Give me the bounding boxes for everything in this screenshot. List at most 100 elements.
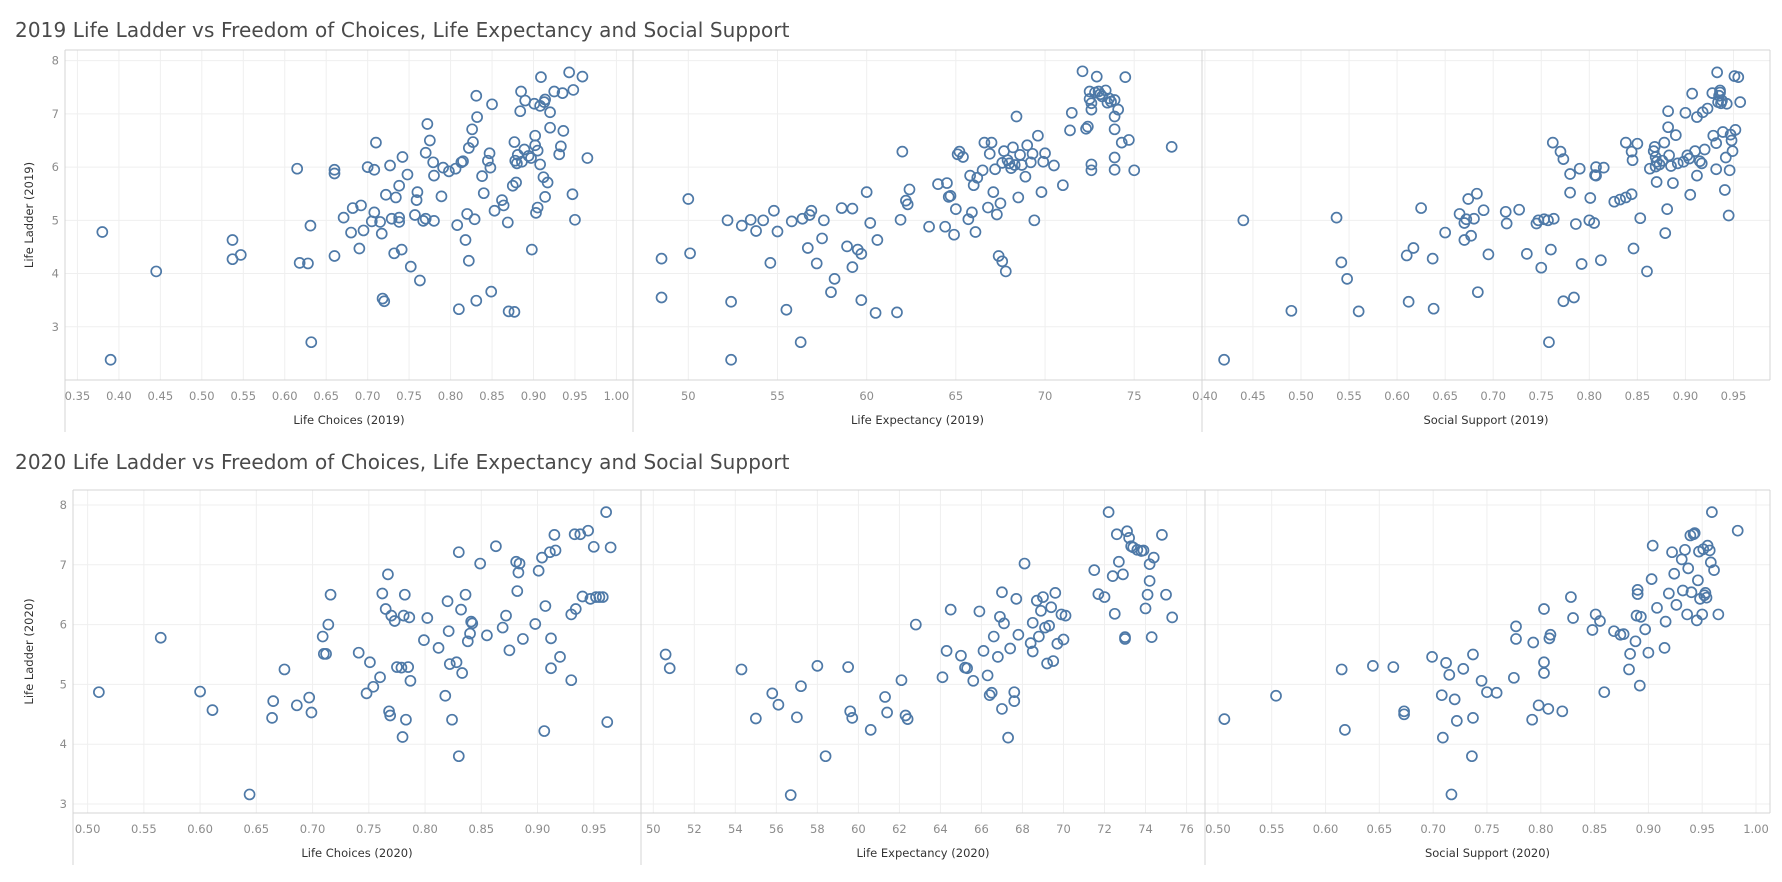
data-point	[1538, 656, 1550, 669]
data-point	[154, 631, 167, 644]
data-point	[1024, 637, 1037, 649]
x-tick-label: 62	[892, 822, 907, 836]
data-point	[1448, 693, 1461, 706]
data-point	[1435, 689, 1448, 702]
data-point	[1513, 203, 1526, 216]
data-point	[1026, 616, 1039, 629]
x-tick-label: 55	[770, 389, 785, 403]
data-point	[1542, 703, 1555, 715]
data-point	[528, 97, 541, 110]
data-point	[1663, 149, 1675, 162]
data-point	[985, 136, 998, 149]
data-point	[772, 698, 785, 711]
x-tick-label: 52	[687, 822, 702, 836]
data-point	[1588, 217, 1600, 229]
data-point	[1662, 121, 1674, 134]
data-point	[530, 207, 542, 219]
data-point	[1030, 594, 1043, 607]
data-point	[1703, 544, 1716, 557]
data-point	[529, 129, 542, 142]
data-point	[1565, 591, 1577, 603]
x-tick-label: 65	[949, 389, 964, 403]
x-tick-label: 60	[851, 822, 866, 836]
x-tick-label: 0.75	[356, 822, 382, 836]
data-point	[93, 686, 105, 699]
data-point	[1008, 695, 1021, 707]
y-tick-label: 5	[60, 677, 67, 691]
data-point	[512, 566, 525, 579]
data-point	[1335, 663, 1348, 676]
data-point	[1402, 295, 1415, 308]
data-point	[1098, 591, 1111, 603]
data-point	[1662, 587, 1675, 600]
data-point	[370, 136, 382, 149]
x-tick-label: 0.90	[1673, 389, 1699, 403]
data-point	[303, 691, 316, 704]
data-point	[1012, 628, 1025, 641]
data-point	[978, 136, 991, 149]
data-point	[1143, 575, 1156, 587]
data-point	[1645, 573, 1658, 585]
data-point	[764, 257, 777, 269]
point-series	[96, 66, 594, 366]
data-point	[302, 257, 314, 270]
data-point	[1734, 96, 1747, 109]
data-point	[1475, 674, 1488, 687]
data-point	[396, 151, 409, 163]
data-point	[983, 689, 996, 702]
data-point	[375, 227, 388, 240]
x-tick-label: 0.45	[148, 389, 174, 403]
data-point	[1568, 291, 1580, 304]
data-point	[871, 234, 884, 246]
data-point	[1237, 214, 1250, 227]
data-point	[1092, 588, 1105, 600]
x-tick-label: 0.40	[106, 389, 132, 403]
data-point	[402, 661, 415, 673]
data-point	[1010, 593, 1023, 605]
data-point	[428, 169, 440, 182]
data-point	[545, 632, 557, 645]
data-point	[569, 213, 581, 226]
x-tick-label: 0.50	[189, 389, 215, 403]
data-point	[1631, 588, 1644, 600]
data-point	[534, 158, 546, 171]
data-point	[452, 546, 465, 559]
data-point	[1341, 273, 1353, 285]
data-point	[1545, 243, 1557, 256]
data-point	[1450, 715, 1463, 727]
y-axis-title: Life Ladder (2020)	[22, 598, 36, 704]
data-point	[1026, 645, 1039, 658]
data-point	[1590, 169, 1602, 182]
data-point	[1037, 155, 1050, 168]
data-point	[374, 671, 386, 684]
data-point	[684, 247, 696, 260]
data-point	[1139, 602, 1152, 615]
data-point	[389, 191, 402, 204]
data-point	[1527, 636, 1540, 649]
data-point	[441, 595, 454, 608]
data-point	[355, 199, 367, 212]
x-tick-label: 0.55	[230, 389, 256, 403]
data-point	[419, 146, 432, 159]
data-point	[655, 291, 668, 304]
data-point	[1646, 539, 1659, 552]
data-point	[1471, 286, 1484, 299]
data-point	[1597, 161, 1610, 174]
x-tick-label: 75	[1127, 389, 1142, 403]
data-point	[361, 161, 374, 173]
data-point	[735, 219, 748, 232]
data-point	[879, 691, 891, 703]
data-point	[468, 213, 481, 226]
data-point	[1675, 553, 1688, 566]
data-point	[750, 712, 762, 725]
data-point	[324, 588, 337, 601]
data-point	[517, 633, 529, 645]
data-point	[421, 612, 434, 624]
data-point	[1658, 642, 1671, 654]
x-tick-label: 64	[933, 822, 948, 836]
data-point	[1049, 587, 1062, 599]
data-point	[1623, 663, 1635, 676]
data-point	[529, 618, 542, 630]
data-point	[940, 645, 953, 657]
